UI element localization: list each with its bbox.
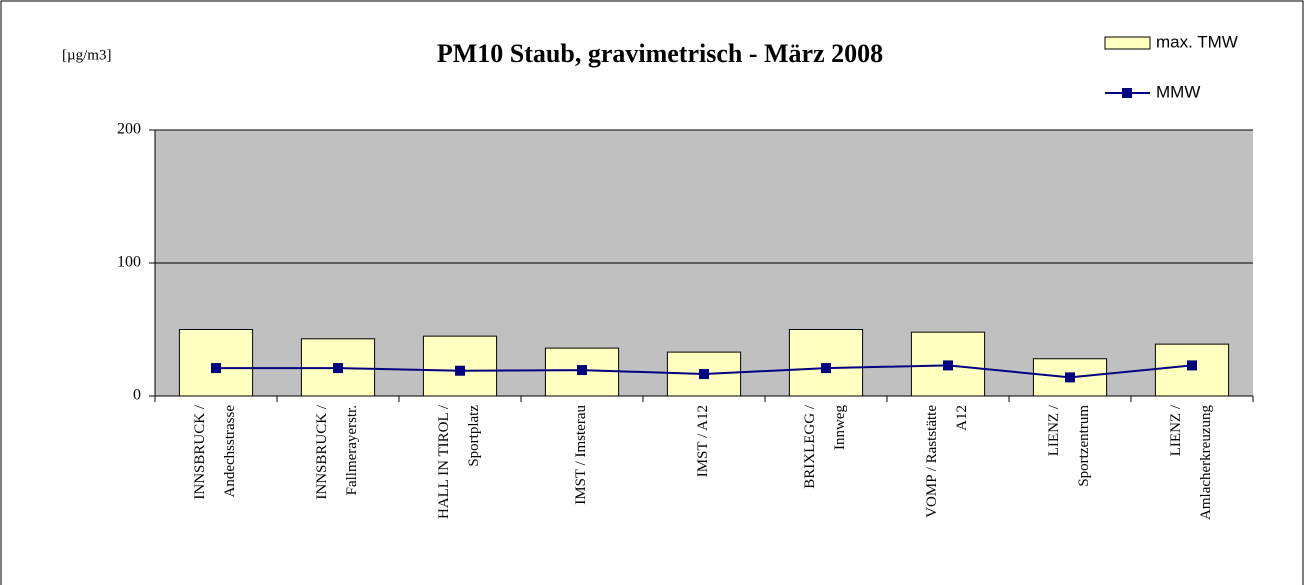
marker [333,363,343,374]
y-tick-label: 100 [117,254,141,271]
x-tick-label: HALL IN TIROL / Sportplatz [436,404,482,519]
marker [1065,372,1075,383]
bar [178,329,254,397]
x-tick-label: VOMP / Raststätte A12 [924,405,970,518]
legend-label: MMW [1156,82,1200,101]
bar [788,329,864,397]
y-tick-label: 200 [117,121,141,138]
legend-label: max. TMW [1156,32,1238,51]
marker [577,365,587,376]
marker [943,360,953,371]
marker [699,369,709,380]
marker [821,363,831,374]
x-tick-label: IMST / Imsterau [573,405,589,505]
marker [211,363,221,374]
x-tick-label: BRIXLEGG / Innweg [802,404,848,489]
bar [1032,358,1108,397]
legend-swatch [1104,36,1151,50]
y-tick-label: 0 [133,387,141,404]
x-tick-label: IMST / A12 [695,405,711,477]
chart-title: PM10 Staub, gravimetrisch - März 2008 [437,39,883,68]
x-tick-label: INNSBRUCK / Fallmerayerstr. [314,404,360,499]
x-tick-label: LIENZ / Amlacherkreuzung [1168,404,1214,520]
x-tick-label: LIENZ / Sportzentrum [1046,404,1092,486]
x-tick-label: INNSBRUCK / Andechsstrasse [192,404,238,499]
unit-label: [µg/m3] [62,47,111,63]
marker [1187,360,1197,371]
legend-marker [1122,88,1132,98]
marker [455,365,465,376]
